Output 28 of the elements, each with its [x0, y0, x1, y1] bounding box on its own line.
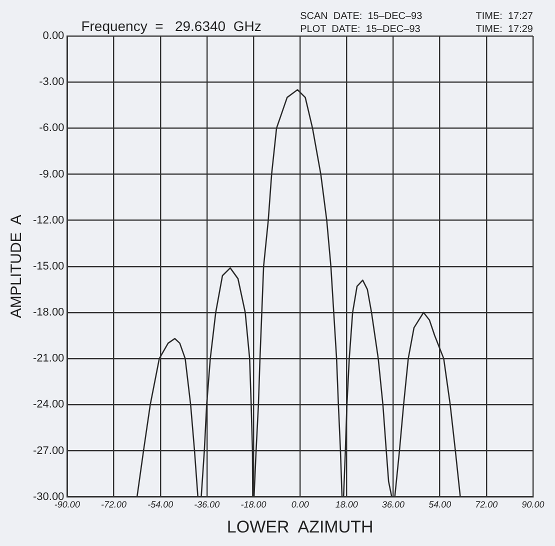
text: TIME: 17:27: [476, 10, 534, 22]
y-tick-label: -6.00: [39, 122, 64, 134]
x-tick-label: -36.00: [194, 500, 220, 510]
y-tick-label: -3.00: [39, 76, 64, 88]
text: SCAN DATE: 15–DEC–93: [300, 10, 423, 22]
y-axis-title: AMPLITUDE A: [8, 214, 26, 318]
x-tick-label: 18.00: [335, 500, 358, 510]
x-tick-label: 72.00: [475, 500, 498, 510]
y-tick-label: 0.00: [42, 30, 64, 42]
x-tick-label: 90.00: [522, 500, 544, 510]
y-tick-label: -21.00: [32, 352, 64, 365]
x-tick-label: -72.00: [101, 500, 127, 510]
x-tick-label: -18.00: [240, 500, 266, 510]
x-tick-label: -90.00: [54, 500, 80, 510]
y-tick-label: -24.00: [32, 398, 64, 411]
y-tick-label: -18.00: [32, 306, 64, 319]
x-tick-label: 54.00: [428, 500, 452, 510]
y-tick-label: -27.00: [32, 444, 64, 457]
text: PLOT DATE: 15–DEC–93: [300, 24, 421, 35]
x-axis-title: LOWER AZIMUTH: [226, 517, 374, 536]
x-tick-label: -54.00: [148, 500, 174, 510]
x-tick-label: 36.00: [382, 500, 405, 510]
text: TIME: 17:29: [476, 24, 534, 35]
chart-title: Frequency = 29.6340 GHz: [81, 18, 262, 34]
y-tick-label: -15.00: [32, 260, 64, 272]
y-tick-label: -9.00: [39, 168, 64, 180]
x-tick-label: 0.00: [291, 500, 309, 510]
y-tick-label: -12.00: [32, 214, 64, 226]
